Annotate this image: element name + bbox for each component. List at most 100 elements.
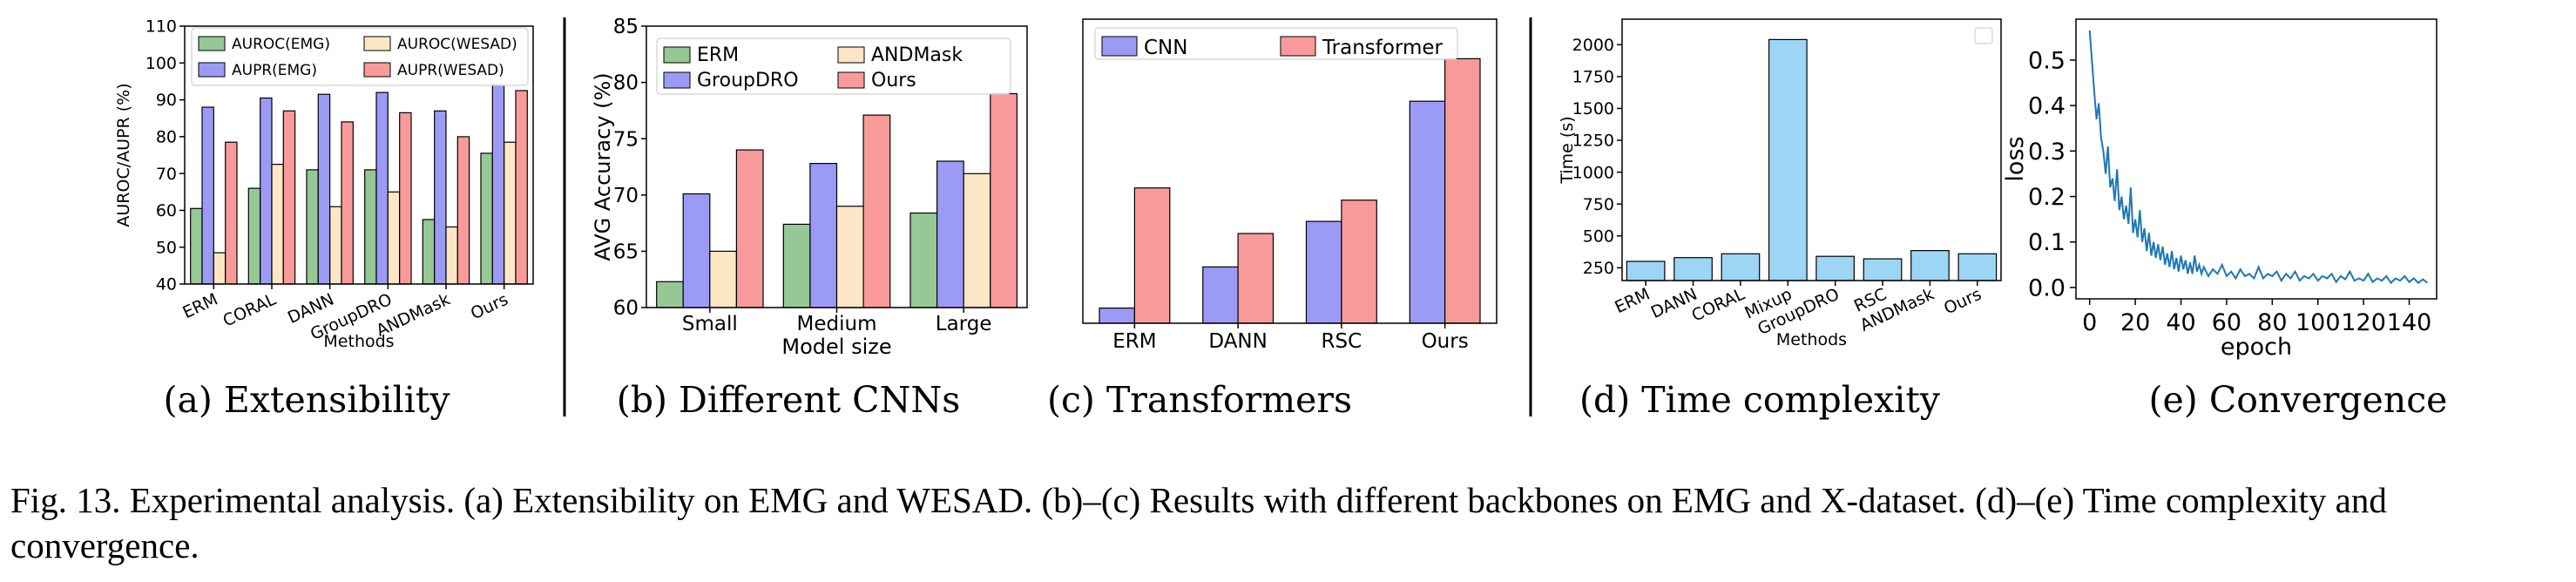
legend-box [656, 37, 1011, 95]
x-tick-label: 20 [2120, 309, 2150, 336]
y-tick-label: 75 [613, 128, 639, 151]
legend-entry-cnn: CNN [1144, 37, 1187, 59]
bar-erm-0 [1099, 308, 1136, 324]
bar-rsc-1 [1341, 200, 1377, 324]
bar-groupdro-2 [387, 191, 401, 285]
legend-swatch [198, 62, 226, 78]
y-tick-label: 70 [613, 185, 639, 207]
legend-entry-andmask: ANDMask [871, 44, 963, 66]
legend-entry-aupr(emg): AUPR(EMG) [232, 62, 317, 79]
bar-erm-2 [213, 252, 226, 285]
y-tick-label: 500 [1583, 227, 1614, 246]
legend-swatch [837, 46, 865, 64]
x-tick-label: 60 [2212, 309, 2241, 336]
bar-coral-2 [271, 164, 284, 285]
x-tick-label: 40 [2166, 309, 2195, 336]
y-tick-label: 0.0 [2028, 274, 2066, 301]
legend-swatch [1101, 36, 1138, 57]
legend-entry-aupr(wesad): AUPR(WESAD) [397, 62, 504, 79]
plot-frame [184, 25, 534, 285]
bar-large-0 [909, 212, 938, 308]
y-tick-label: 110 [145, 17, 177, 37]
x-tick-label: 80 [2257, 309, 2287, 336]
bar-coral-0 [1721, 253, 1761, 281]
x-axis-label: Methods [1776, 330, 1847, 349]
legend-entry-groupdro: GroupDRO [697, 70, 799, 91]
plot-frame [1621, 18, 2002, 281]
bar-erm-3 [225, 141, 238, 285]
y-tick-label: 80 [613, 72, 639, 95]
subcaption-c: (c) Transformers [1047, 379, 1352, 421]
bar-ours-0 [1409, 100, 1446, 324]
bar-erm-0 [190, 207, 203, 285]
x-tick-label: 120 [2341, 309, 2386, 336]
x-axis-label: epoch [2221, 334, 2292, 361]
legend-entry-erm: ERM [697, 44, 739, 66]
y-tick-label: 750 [1583, 195, 1614, 214]
legend: ERM GroupDRO ANDMask Ours [656, 37, 1011, 95]
bar-medium-3 [862, 114, 891, 308]
legend-box [1094, 27, 1458, 60]
y-tick-label: 60 [156, 201, 177, 220]
bar-small-2 [709, 250, 737, 308]
legend-box [191, 27, 529, 86]
subcaption-e: (e) Convergence [2149, 379, 2448, 421]
legend-entry-auroc(emg): AUROC(EMG) [232, 36, 330, 53]
legend-box [1974, 27, 1993, 44]
bar-small-0 [656, 281, 684, 308]
legend-swatch [363, 62, 391, 78]
y-tick-label: 85 [613, 16, 639, 38]
y-tick-label: 1750 [1572, 68, 1614, 87]
bar-andmask-0 [1910, 250, 1950, 281]
bar-rsc-0 [1305, 220, 1342, 324]
bar-ours-3 [515, 90, 528, 285]
bar-ours-0 [480, 152, 493, 285]
category-label-ours: Ours [1941, 285, 1984, 319]
category-label-coral: CORAL [220, 289, 280, 330]
bar-erm-1 [1133, 187, 1171, 324]
bar-groupdro-3 [399, 112, 412, 285]
category-label-rsc: RSC [1322, 330, 1362, 353]
x-axis-label: Model size [781, 335, 891, 359]
bar-dann-1 [1237, 233, 1274, 324]
legend-swatch [363, 36, 391, 51]
y-tick-label: 1500 [1572, 99, 1614, 118]
legend-entry-auroc(wesad): AUROC(WESAD) [397, 36, 517, 53]
x-tick-label: 100 [2295, 309, 2341, 336]
panel-c-transformers: ERM DANN RSC Ours CNN Transformer [1082, 18, 1498, 353]
panel-d-time-complexity: 25050075010001250150017502000ERMDANNCORA… [1558, 18, 2002, 349]
category-label-dann: DANN [1208, 330, 1267, 353]
bar-groupdro-0 [1815, 255, 1855, 281]
y-tick-label: 1000 [1572, 163, 1614, 182]
y-tick-label: 60 [613, 297, 639, 320]
bar-rsc-0 [1863, 258, 1903, 281]
bar-dann-0 [1202, 266, 1239, 324]
bar-dann-0 [1673, 257, 1713, 281]
bar-erm-1 [201, 106, 214, 285]
bar-dann-2 [329, 206, 342, 285]
bar-andmask-1 [434, 110, 447, 285]
y-tick-label: 50 [156, 238, 177, 257]
legend: AUROC(EMG) AUPR(EMG) AUROC(WESAD) AUPR(WESA… [191, 27, 529, 86]
y-tick-label: 1250 [1572, 132, 1614, 151]
plot-frame [1082, 18, 1498, 324]
y-tick-label: 0.4 [2028, 93, 2066, 120]
bar-dann-1 [317, 93, 331, 285]
y-tick-label: 250 [1583, 259, 1614, 278]
panel-b-different-cnns: 60 65 70 75 80 85 Small Medium Large Model size AV… [591, 16, 1028, 359]
category-label-medium: Medium [797, 313, 877, 335]
bar-ours-0 [1957, 253, 1998, 281]
legend-swatch [1280, 36, 1316, 57]
bar-mixup-0 [1768, 38, 1808, 281]
legend-entry-ours: Ours [871, 70, 916, 91]
category-label-erm: ERM [179, 290, 220, 323]
x-tick-label: 140 [2387, 309, 2432, 336]
y-tick-label: 80 [156, 128, 177, 147]
category-label-erm: ERM [1612, 285, 1653, 318]
y-axis-label: AUROC/AUPR (%) [114, 83, 133, 227]
legend-swatch [837, 71, 865, 89]
legend: CNN Transformer [1094, 27, 1458, 60]
bar-coral-3 [282, 110, 296, 285]
bar-coral-1 [260, 97, 273, 285]
y-tick-label: 0.1 [2028, 229, 2066, 256]
